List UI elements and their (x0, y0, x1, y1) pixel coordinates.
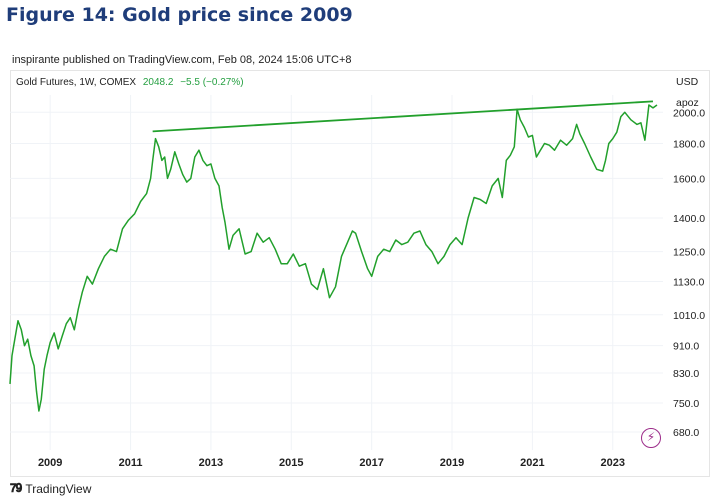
legend-instrument: Gold Futures, 1W, COMEX (16, 77, 137, 88)
axis-currency-label[interactable]: USD (676, 76, 699, 88)
y-tick-label: 1010.0 (673, 310, 705, 322)
x-tick-label: 2017 (359, 457, 383, 469)
gold-price-line (9, 104, 658, 412)
figure-title: Figure 14: Gold price since 2009 (6, 4, 353, 26)
lightning-icon[interactable]: ⚡ (641, 428, 661, 448)
y-tick-label: 830.0 (673, 368, 699, 380)
x-tick-label: 2019 (440, 457, 464, 469)
x-tick-label: 2013 (199, 457, 223, 469)
y-tick-label: 1400.0 (673, 213, 705, 225)
x-tick-label: 2009 (38, 457, 62, 469)
axis-unit-label[interactable]: apoz (676, 97, 699, 109)
y-tick-label: 1600.0 (673, 173, 705, 185)
chart-grid (10, 95, 663, 450)
x-tick-label: 2015 (279, 457, 303, 469)
x-tick-label: 2023 (601, 457, 625, 469)
published-line: inspirante published on TradingView.com,… (12, 54, 352, 66)
y-tick-label: 750.0 (673, 398, 699, 410)
y-tick-label: 1250.0 (673, 247, 705, 259)
y-tick-label: 680.0 (673, 427, 699, 439)
footer-brand[interactable]: 𝟕𝟗 TradingView (10, 481, 91, 496)
chart-legend: Gold Futures, 1W, COMEX 2048.2 −5.5 (−0.… (16, 77, 244, 88)
y-tick-label: 910.0 (673, 341, 699, 353)
y-tick-label: 1130.0 (673, 276, 704, 288)
resistance-trendline (152, 100, 654, 133)
y-tick-label: 2000.0 (673, 107, 705, 119)
tradingview-logo-icon: 𝟕𝟗 (10, 481, 22, 495)
legend-change: −5.5 (−0.27%) (180, 77, 244, 88)
legend-last-price: 2048.2 (142, 77, 174, 88)
x-tick-label: 2021 (520, 457, 544, 469)
x-tick-label: 2011 (119, 457, 143, 469)
chart-frame (10, 70, 710, 477)
x-axis-ticks: 2009 2011 2013 2015 2017 2019 2021 2023 (38, 457, 625, 469)
footer-brand-text: TradingView (25, 481, 92, 496)
y-tick-label: 1800.0 (673, 138, 705, 150)
y-axis-ticks: 2000.0 1800.0 1600.0 1400.0 1250.0 1130.0 1010… (673, 107, 705, 439)
